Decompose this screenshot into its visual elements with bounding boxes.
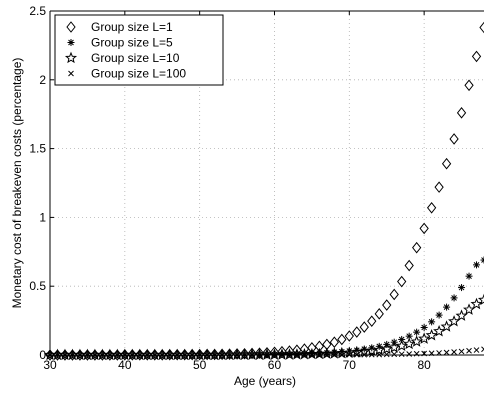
y-tick-label: 2.5 — [29, 4, 46, 18]
data-point — [481, 346, 484, 353]
y-tick-label: 0 — [39, 348, 46, 362]
data-point — [420, 323, 428, 331]
data-point — [441, 157, 452, 170]
x-tick-label: 30 — [43, 358, 57, 372]
data-point — [404, 259, 414, 272]
data-point — [239, 347, 250, 360]
data-point — [479, 21, 484, 34]
data-point — [458, 348, 465, 355]
x-tick-label: 50 — [193, 358, 207, 372]
data-point — [337, 333, 347, 346]
data-point — [389, 288, 399, 301]
y-tick-label: 1.5 — [29, 142, 46, 156]
data-point — [448, 315, 461, 327]
data-point — [367, 315, 377, 327]
y-tick-label: 1 — [39, 210, 46, 224]
data-point — [443, 349, 450, 356]
data-point — [440, 320, 453, 332]
data-point — [450, 294, 458, 302]
x-tick-label: 40 — [118, 358, 132, 372]
data-point — [477, 293, 484, 306]
data-point — [418, 332, 431, 344]
data-point — [428, 318, 436, 326]
data-point — [232, 348, 242, 360]
series-star — [43, 293, 484, 361]
legend-label: Group size L=10 — [91, 51, 180, 65]
data-point — [352, 326, 362, 338]
x-tick-label: 70 — [343, 358, 357, 372]
legend-marker-star — [64, 51, 78, 64]
data-point — [382, 299, 392, 311]
x-tick-label: 60 — [268, 358, 282, 372]
legend-label: Group size L=5 — [91, 36, 173, 50]
data-point — [463, 303, 476, 315]
data-point — [224, 348, 235, 360]
legend-box — [54, 14, 224, 86]
x-tick-label: 80 — [417, 358, 431, 372]
x-axis-label: Age (years) — [234, 374, 296, 388]
data-point — [412, 241, 422, 254]
data-point — [410, 335, 423, 347]
legend-marker-asterisk — [67, 39, 75, 46]
data-point — [413, 328, 421, 336]
grid — [50, 11, 484, 355]
data-point — [403, 337, 416, 350]
data-point — [473, 347, 480, 353]
axes: 30 40 50 60 70 80 0 0.5 1 1.5 2 2.5 — [29, 4, 484, 372]
data-point — [458, 284, 466, 292]
data-point — [247, 347, 257, 360]
data-point — [383, 351, 390, 358]
data-point — [426, 201, 437, 214]
data-point — [451, 349, 457, 355]
legend-marker-diamond — [66, 21, 76, 33]
data-point — [398, 351, 405, 358]
data-point — [435, 311, 443, 319]
data-point — [374, 308, 384, 320]
data-point — [425, 328, 438, 341]
data-point — [464, 79, 474, 92]
y-axis-label: Monetary cost of breakeven costs (percen… — [10, 58, 24, 309]
legend-label: Group size L=100 — [91, 67, 186, 81]
data-point — [359, 321, 369, 333]
data-point — [344, 330, 354, 342]
data-point — [254, 347, 265, 360]
data-point — [406, 351, 413, 357]
data-point — [466, 347, 472, 354]
data-point — [470, 297, 483, 310]
y-tick-label: 0.5 — [29, 279, 46, 293]
data-point — [395, 339, 408, 352]
y-tick-label: 2 — [39, 73, 46, 87]
data-point — [456, 107, 467, 119]
data-point — [419, 222, 429, 235]
data-point — [465, 272, 473, 280]
data-point — [434, 181, 444, 193]
data-point — [391, 351, 398, 358]
data-point — [443, 303, 451, 311]
data-point — [471, 50, 482, 63]
legend-label: Group size L=1 — [91, 20, 173, 34]
data-point — [433, 324, 446, 337]
data-point — [480, 256, 484, 264]
data-point — [455, 309, 468, 321]
data-point — [388, 341, 401, 353]
data-point — [449, 133, 459, 145]
data-point — [397, 275, 407, 288]
legend-marker-cross — [68, 70, 74, 77]
data-point — [473, 261, 481, 269]
